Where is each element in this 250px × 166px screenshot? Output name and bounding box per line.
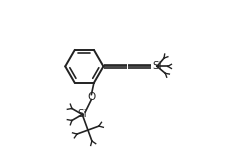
Text: Si: Si bbox=[78, 109, 87, 120]
Text: O: O bbox=[87, 92, 96, 102]
Text: Si: Si bbox=[152, 61, 162, 71]
